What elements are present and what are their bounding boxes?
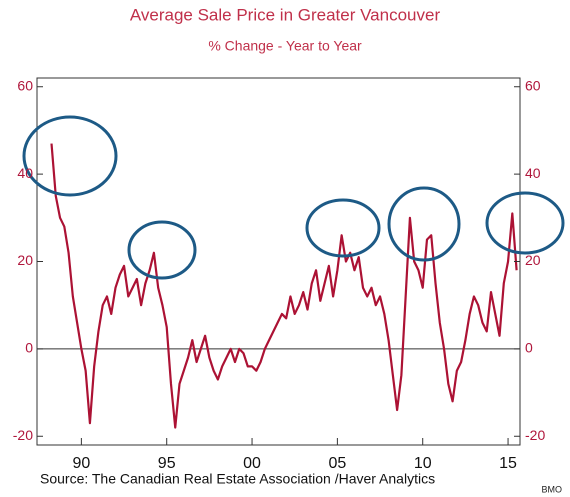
- y2-tick-label: -20: [525, 427, 545, 443]
- x-tick-label: 90: [72, 455, 90, 472]
- highlight-circle: [387, 186, 461, 262]
- x-tick-label: 95: [158, 455, 176, 472]
- x-tick-label: 15: [499, 455, 517, 472]
- source-note: Source: The Canadian Real Estate Associa…: [40, 471, 435, 487]
- data-line: [50, 143, 518, 429]
- y-tick-label: 0: [25, 340, 33, 356]
- x-tick-label: 00: [243, 455, 261, 472]
- chart-title: Average Sale Price in Greater Vancouver: [130, 5, 441, 24]
- credit: BMO: [541, 484, 562, 494]
- highlight-circle: [127, 220, 197, 280]
- x-tick-label: 05: [328, 455, 346, 472]
- y2-tick-label: 20: [525, 252, 541, 268]
- plot-area: [37, 143, 520, 429]
- y-tick-label: 20: [17, 252, 33, 268]
- y2-tick-label: 40: [525, 165, 541, 181]
- highlight-circle: [485, 191, 565, 255]
- annotation-circles: [22, 115, 565, 280]
- y2-tick-label: 60: [525, 77, 541, 93]
- chart-subtitle: % Change - Year to Year: [208, 38, 362, 54]
- y-tick-label: 60: [17, 77, 33, 93]
- highlight-circle: [305, 198, 381, 258]
- plot-frame: [36, 77, 521, 446]
- y-tick-label: -20: [13, 427, 33, 443]
- highlight-circle: [22, 115, 118, 197]
- x-tick-label: 10: [414, 455, 432, 472]
- y-tick-label: 40: [17, 165, 33, 181]
- y2-tick-label: 0: [525, 340, 533, 356]
